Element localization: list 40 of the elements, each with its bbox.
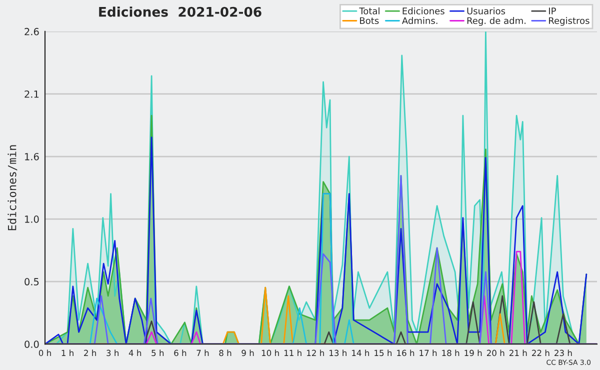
- y-tick-label: 1.0: [25, 216, 39, 223]
- y-tick-label: 1.6: [25, 152, 39, 160]
- x-tick-label: 14 h: [352, 350, 369, 356]
- legend-label: IP: [549, 8, 556, 14]
- x-tick-label: 23 h: [554, 350, 572, 356]
- x-tick-label: 7 h: [196, 350, 209, 356]
- legend-label: Admins.: [402, 17, 438, 24]
- chart-title: Ediciones 2021-02-06: [99, 6, 262, 17]
- y-tick-label: 0.0: [24, 340, 39, 348]
- x-tick-label: 15 h: [374, 350, 392, 356]
- legend-label: Reg. de adm.: [467, 17, 526, 26]
- x-tick-label: 8 h: [219, 350, 232, 356]
- x-tick-label: 9 h: [242, 350, 254, 356]
- x-tick-label: 18 h: [442, 350, 460, 356]
- x-tick-label: 21 h: [509, 350, 527, 356]
- x-tick-label: 11 h: [284, 350, 302, 356]
- x-tick-label: 16 h: [397, 350, 414, 356]
- x-tick-label: 13 h: [330, 350, 346, 356]
- x-tick-label: 6 h: [174, 350, 186, 356]
- y-axis-title: Ediciones/min: [8, 145, 18, 230]
- legend-label: Bots: [360, 17, 379, 24]
- y-tick-label: 2.6: [24, 28, 39, 36]
- x-tick-label: 12 h: [307, 350, 324, 356]
- x-tick-label: 3 h: [106, 350, 118, 356]
- x-tick-label: 4 h: [128, 350, 142, 356]
- legend-label: Ediciones: [402, 7, 444, 14]
- y-tick-label: 2.1: [24, 90, 39, 98]
- x-tick-label: 20 h: [486, 350, 504, 356]
- x-tick-label: 19 h: [464, 350, 482, 356]
- x-tick-label: 0 h: [38, 350, 51, 356]
- x-tick-label: 22 h: [532, 350, 550, 356]
- y-tick-label: 0.5: [24, 278, 39, 286]
- x-tick-label: 1 h: [62, 350, 74, 356]
- legend-label: Usuarios: [467, 7, 506, 14]
- legend-label: Total: [359, 7, 380, 14]
- x-tick-label: 5 h: [152, 350, 164, 356]
- x-tick-label: 2 h: [84, 350, 96, 356]
- x-tick-label: 10 h: [262, 350, 279, 356]
- x-tick-label: 17 h: [420, 350, 437, 356]
- legend-label: Registros: [549, 17, 590, 26]
